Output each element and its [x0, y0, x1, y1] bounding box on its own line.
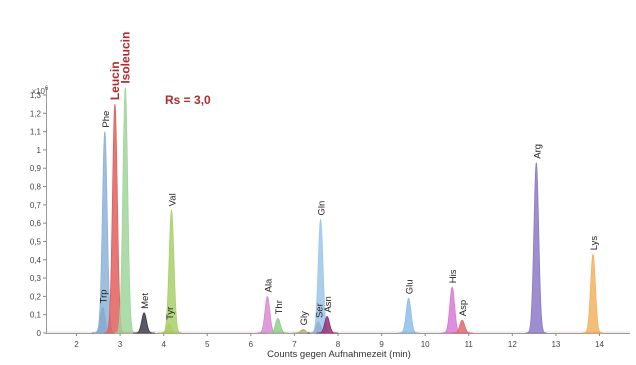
- peak-label-gly: Gly: [299, 311, 310, 326]
- y-tick-label: 0,9: [30, 164, 42, 173]
- peak-label-gln: Gln: [317, 201, 328, 216]
- peak-label-isoleucin: Isoleucin: [118, 32, 132, 84]
- x-tick-label: 2: [74, 340, 79, 349]
- x-tick-label: 13: [551, 340, 560, 349]
- x-tick-label: 7: [292, 340, 297, 349]
- y-tick-label: 0: [37, 329, 42, 338]
- y-tick-label: 0,4: [30, 256, 42, 265]
- peak-glu: [397, 297, 420, 334]
- peak-label-thr: Thr: [274, 300, 285, 314]
- peak-label-met: Met: [140, 293, 151, 309]
- x-axis-label: Counts gegen Aufnahmezeit (min): [267, 349, 411, 360]
- x-tick-label: 8: [336, 340, 341, 349]
- peak-label-asn: Asn: [323, 296, 334, 312]
- peak-asp: [451, 319, 473, 334]
- x-tick-label: 14: [595, 340, 604, 349]
- y-tick-label: 1,3: [30, 91, 42, 100]
- peak-label-ala: Ala: [263, 278, 274, 292]
- peak-label-tyr: Tyr: [165, 307, 176, 320]
- peak-label-lys: Lys: [589, 236, 600, 251]
- y-axis-multiplier: x106: [32, 86, 49, 96]
- x-tick-label: 12: [508, 340, 517, 349]
- resolution-annotation: Rs = 3,0: [165, 93, 211, 107]
- peak-isoleucin: [114, 87, 137, 334]
- y-tick-label: 1,1: [30, 128, 42, 137]
- y-tick-label: 0,2: [30, 292, 42, 301]
- y-tick-label: 0,6: [30, 219, 42, 228]
- peak-label-asp: Asp: [458, 300, 469, 316]
- peak-label-phe: Phe: [101, 111, 112, 128]
- peak-met: [133, 312, 155, 334]
- x-tick-label: 5: [205, 340, 210, 349]
- x-tick-label: 9: [379, 340, 384, 349]
- peaks-group: [46, 87, 630, 334]
- y-tick-label: 0,8: [30, 183, 42, 192]
- peak-label-arg: Arg: [532, 144, 543, 159]
- y-tick-label: 0,5: [30, 237, 42, 246]
- y-tick-label: 1,2: [30, 109, 42, 118]
- y-tick-label: 0,7: [30, 201, 42, 210]
- peak-gly: [292, 328, 314, 334]
- x-tick-label: 10: [421, 340, 430, 349]
- peak-thr: [267, 317, 289, 334]
- peak-label-leucin: Leucin: [108, 61, 122, 100]
- x-tick-label: 3: [118, 340, 123, 349]
- x-tick-label: 11: [465, 340, 474, 349]
- x-tick-label: 4: [161, 340, 166, 349]
- y-tick-label: 0,3: [30, 274, 42, 283]
- axes-group: 0 0,1 0,2 0,3 0,4 0,5 0,6 0,7 0,8 0,9 1 1,1 1,2 1,3 2 3…: [30, 87, 630, 349]
- peak-label-his: His: [448, 269, 459, 283]
- x-tick-label: 6: [249, 340, 254, 349]
- peak-arg: [525, 162, 547, 334]
- peak-label-glu: Glu: [405, 279, 416, 294]
- y-tick-label: 0,1: [30, 311, 42, 320]
- peak-label-ser: Ser: [314, 303, 325, 318]
- peak-label-val: Val: [168, 193, 179, 206]
- peak-asn: [316, 316, 338, 334]
- peak-lys: [582, 253, 604, 334]
- y-tick-label: 1: [37, 146, 42, 155]
- peak-label-trp: Trp: [99, 289, 110, 303]
